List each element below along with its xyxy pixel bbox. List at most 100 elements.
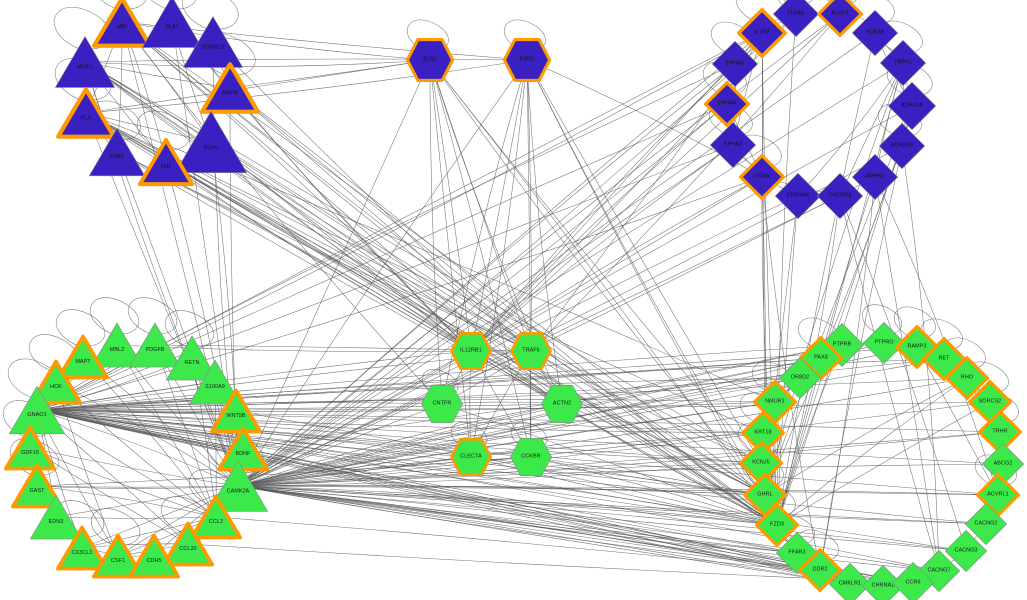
graph-edge xyxy=(429,59,762,464)
graph-edge xyxy=(84,59,431,67)
node-triangle-shape xyxy=(92,533,144,579)
node-triangle-shape xyxy=(30,494,82,540)
graph-node-cacng8[interactable]: CACNG8 xyxy=(817,173,864,220)
graph-node-chrna5[interactable]: CHRNA5 xyxy=(775,173,822,220)
graph-node-actn2[interactable]: ACTN2 xyxy=(541,385,583,423)
graph-edge xyxy=(237,32,876,487)
graph-edge xyxy=(242,358,945,450)
graph-edge xyxy=(165,161,472,352)
graph-node-fnb1[interactable]: FNB1 xyxy=(89,127,145,177)
node-triangle-shape xyxy=(9,385,65,435)
graph-edge xyxy=(237,485,778,526)
graph-edge xyxy=(229,59,431,89)
graph-edge xyxy=(429,59,472,458)
graph-node-muc1[interactable]: MUC1 xyxy=(55,36,115,88)
graph-edge xyxy=(237,432,764,487)
graph-edge xyxy=(85,112,472,352)
node-triangle-shape xyxy=(138,137,194,187)
graph-self-loop xyxy=(752,361,794,394)
node-diamond-shape xyxy=(712,41,759,88)
graph-node-il12rb1[interactable]: IL12RB1 xyxy=(450,332,492,370)
graph-edge xyxy=(36,401,776,412)
node-diamond-shape xyxy=(737,8,787,58)
graph-edge xyxy=(36,176,763,411)
graph-edge xyxy=(235,410,778,526)
graph-self-loop xyxy=(827,0,857,6)
graph-node-epha4[interactable]: EPHA4 xyxy=(704,81,750,127)
graph-node-els1[interactable]: ELS1 xyxy=(405,38,455,82)
node-hexagon-shape xyxy=(502,38,552,82)
graph-edge xyxy=(237,485,851,585)
graph-node-fn1[interactable]: FN1 xyxy=(138,137,194,187)
node-triangle-shape xyxy=(30,359,82,405)
graph-node-clec7a[interactable]: CLEC7A xyxy=(450,438,492,476)
graph-edge xyxy=(237,431,1001,487)
graph-edge xyxy=(36,409,987,525)
node-diamond-shape xyxy=(710,122,757,169)
graph-edge xyxy=(764,377,968,496)
node-triangle-shape xyxy=(55,36,115,88)
node-hexagon-shape xyxy=(421,385,463,423)
graph-edge xyxy=(165,161,563,405)
graph-node-cntfr[interactable]: CNTFR xyxy=(421,385,463,423)
node-triangle-shape xyxy=(208,460,268,512)
graph-edge xyxy=(237,144,734,487)
graph-edge xyxy=(561,403,778,526)
graph-edge xyxy=(237,377,801,487)
graph-edge xyxy=(526,59,762,464)
graph-edge xyxy=(36,409,1001,433)
node-diamond-shape xyxy=(965,503,1008,546)
node-triangle-shape xyxy=(210,388,262,434)
graph-node-trpv1[interactable]: TRPV1 xyxy=(880,40,927,87)
graph-edge xyxy=(229,87,472,352)
graph-edge xyxy=(84,58,528,63)
graph-edge xyxy=(470,103,728,352)
graph-self-loop xyxy=(181,0,239,31)
graph-edge xyxy=(116,151,239,487)
graph-node-matn[interactable]: MATN xyxy=(200,62,260,114)
graph-edge xyxy=(526,59,532,352)
graph-edge xyxy=(530,456,766,496)
graph-node-traf6[interactable]: TRAF6 xyxy=(510,332,552,370)
node-triangle-shape xyxy=(128,533,180,579)
graph-edge xyxy=(36,485,239,488)
graph-edge xyxy=(237,485,821,571)
graph-edge xyxy=(429,59,766,496)
graph-edge xyxy=(237,485,940,572)
graph-edge xyxy=(84,61,766,496)
graph-edge xyxy=(429,59,778,526)
graph-edge xyxy=(237,357,822,487)
node-hexagon-shape xyxy=(450,438,492,476)
node-triangle-shape xyxy=(190,494,242,540)
graph-edge xyxy=(429,59,532,352)
node-diamond-shape xyxy=(945,530,988,573)
graph-node-ccr6[interactable]: CCR6 xyxy=(892,562,935,600)
node-diamond-shape xyxy=(798,335,843,380)
graph-edge xyxy=(819,105,913,571)
graph-edge xyxy=(237,13,797,487)
graph-edge xyxy=(36,144,734,411)
graph-node-itga8[interactable]: ITGA8 xyxy=(773,0,820,38)
graph-edge xyxy=(530,350,762,464)
graph-edge xyxy=(36,377,968,411)
graph-edge xyxy=(171,21,472,352)
node-triangle-shape xyxy=(129,322,181,368)
node-hexagon-shape xyxy=(510,438,552,476)
graph-edge xyxy=(36,409,821,571)
node-triangle-shape xyxy=(142,0,202,48)
graph-node-esr2[interactable]: ESR2 xyxy=(502,38,552,82)
graph-edge xyxy=(36,350,472,411)
graph-edge xyxy=(237,485,999,496)
graph-node-cdh5[interactable]: CDH5 xyxy=(128,533,180,579)
graph-edge xyxy=(237,485,798,554)
graph-edge xyxy=(237,59,431,487)
graph-edge xyxy=(85,112,776,403)
graph-edge xyxy=(229,87,532,352)
node-triangle-shape xyxy=(89,127,145,177)
graph-node-s100a12[interactable]: S100A12 xyxy=(183,16,243,68)
node-triangle-shape xyxy=(56,525,108,571)
graph-edge xyxy=(29,447,217,518)
graph-self-loop xyxy=(862,304,902,335)
graph-node-cckbr[interactable]: CCKBR xyxy=(510,438,552,476)
